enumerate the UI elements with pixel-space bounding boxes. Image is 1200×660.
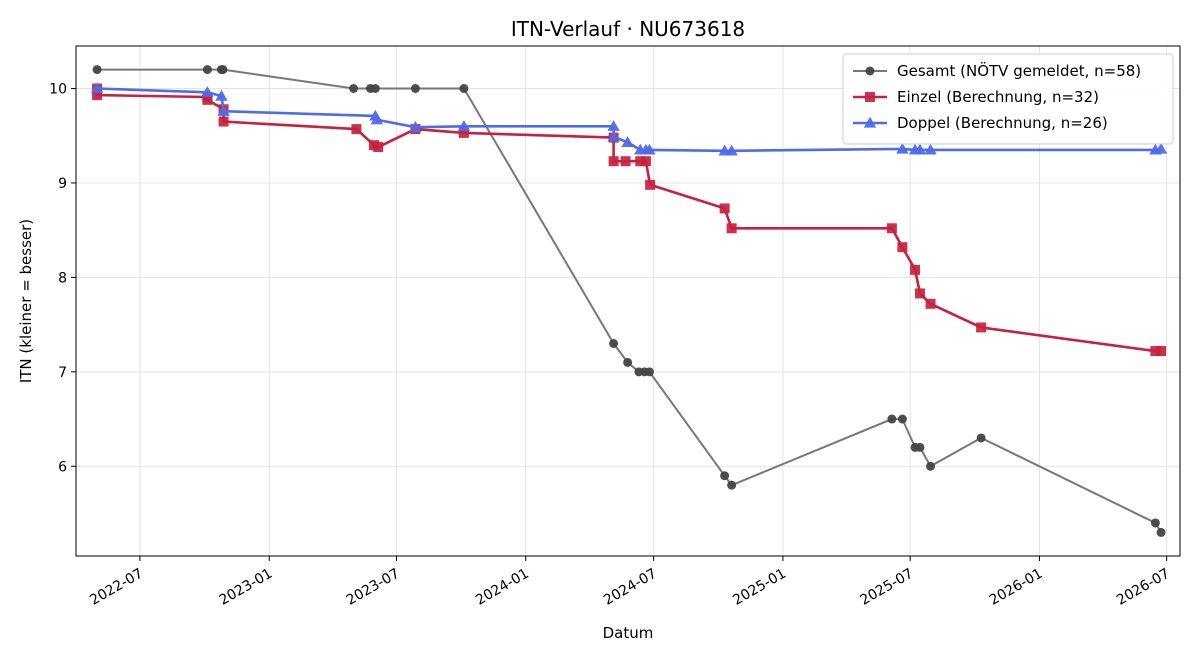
doppel-point: [1154, 142, 1168, 154]
doppel-point: [215, 89, 228, 101]
gesamt-point: [887, 414, 897, 424]
doppel-point: [607, 130, 620, 142]
doppel-point: [621, 136, 634, 147]
y-axis-label: ITN (kleiner = besser): [17, 219, 35, 383]
gesamt-point: [1156, 527, 1166, 537]
doppel-point: [913, 143, 927, 155]
gesamt-point: [915, 442, 925, 452]
doppel-point: [90, 82, 104, 94]
einzel-point: [218, 116, 229, 127]
doppel-point: [725, 144, 738, 156]
einzel-point: [92, 90, 103, 101]
einzel-point: [910, 264, 921, 275]
gesamt-point: [1150, 518, 1160, 528]
y-tick-label: 8: [58, 270, 67, 286]
gesamt-point: [720, 471, 730, 481]
doppel-point: [370, 113, 383, 125]
einzel-point: [608, 156, 619, 167]
gesamt-point: [897, 414, 907, 424]
series-2: [90, 82, 1168, 156]
gesamt-point: [926, 461, 936, 471]
legend-marker: [863, 116, 877, 128]
einzel-point: [640, 156, 651, 167]
einzel-point: [1156, 346, 1167, 357]
gesamt-point: [609, 339, 619, 348]
y-tick-label: 7: [58, 365, 67, 381]
legend-marker: [865, 92, 875, 102]
legend-entry-label: Doppel (Berechnung, n=26): [897, 114, 1108, 132]
einzel-point: [645, 179, 656, 190]
doppel-point: [896, 142, 909, 154]
legend-entry-label: Gesamt (NÖTV gemeldet, n=58): [897, 61, 1141, 80]
einzel-point: [897, 242, 908, 253]
einzel-point: [1150, 346, 1161, 357]
gesamt-point: [92, 65, 102, 75]
doppel-point: [409, 121, 422, 132]
x-axis-label: Datum: [603, 624, 654, 642]
einzel-point: [726, 223, 737, 234]
gesamt-point: [976, 433, 986, 443]
gesamt-point: [644, 367, 654, 377]
einzel-point: [202, 94, 213, 105]
plot-area-frame: [75, 45, 1181, 557]
gesamt-point: [410, 84, 420, 93]
einzel-point: [458, 127, 469, 138]
legend-box: [842, 53, 1174, 145]
y-tick-label: 6: [58, 459, 67, 475]
einzel-point: [635, 156, 646, 167]
einzel-point: [719, 203, 730, 214]
gesamt-point: [218, 65, 228, 75]
legend: Gesamt (NÖTV gemeldet, n=58) Einzel (Bere…: [842, 53, 1174, 145]
doppel-point: [457, 120, 471, 131]
einzel-point: [976, 322, 987, 333]
einzel-point: [925, 298, 936, 309]
doppel-point: [607, 120, 620, 131]
gesamt-point: [349, 84, 359, 93]
einzel-point: [351, 124, 362, 135]
y-tick-label: 9: [58, 176, 67, 192]
einzel-point: [914, 288, 925, 299]
legend-entry-label: Einzel (Berechnung, n=32): [897, 88, 1099, 106]
series-0: [92, 65, 1166, 537]
gesamt-point: [727, 480, 737, 490]
y-tick-label: 10: [49, 82, 67, 98]
gesamt-point: [370, 84, 380, 93]
doppel-point: [217, 104, 230, 116]
gesamt-point: [202, 65, 212, 75]
doppel-point: [924, 143, 937, 155]
series-layer: [90, 65, 1168, 537]
einzel-point: [620, 156, 631, 167]
chart-title: ITN-Verlauf · NU673618: [511, 17, 745, 41]
gesamt-point: [459, 84, 469, 93]
doppel-point: [643, 143, 656, 155]
einzel-point: [886, 223, 897, 234]
legend-marker: [865, 66, 875, 76]
einzel-point: [373, 142, 384, 153]
gesamt-point: [623, 357, 633, 367]
doppel-point: [201, 86, 214, 97]
